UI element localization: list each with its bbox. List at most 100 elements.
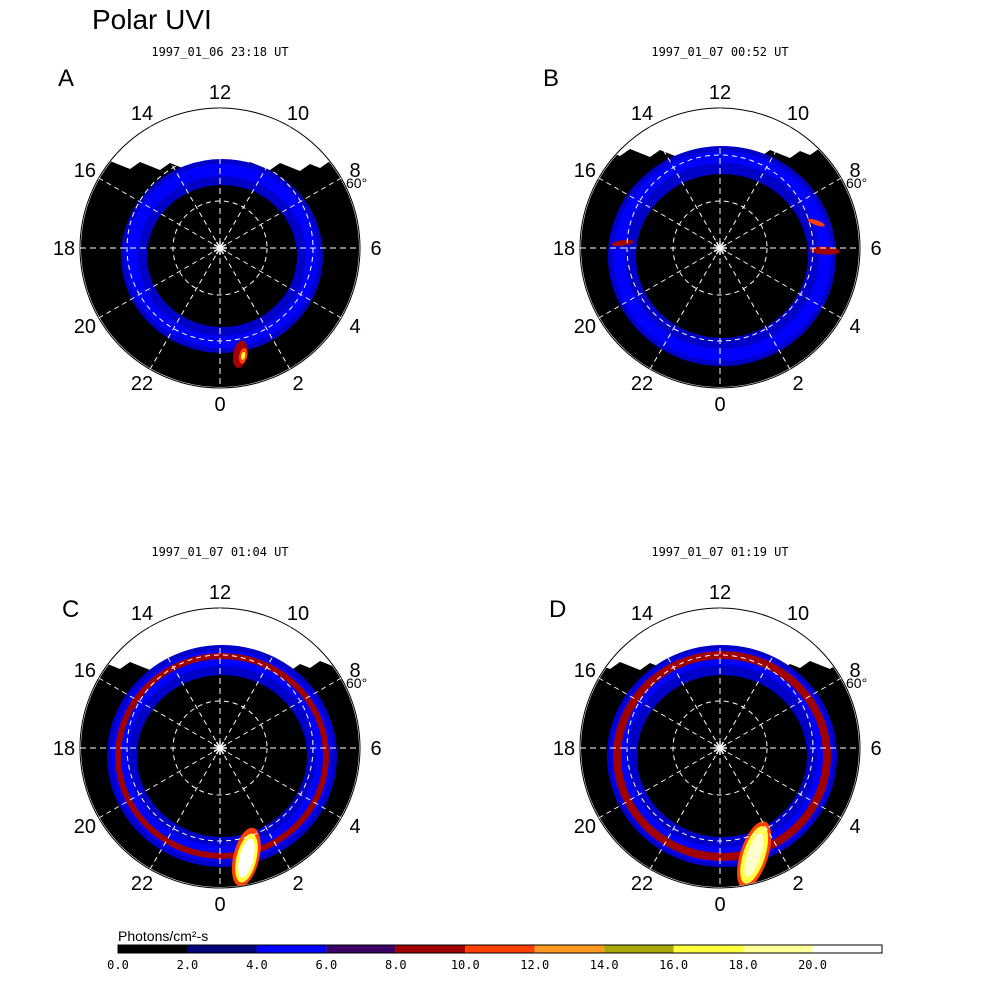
hour-label: 16 (74, 660, 96, 682)
hour-label: 18 (53, 238, 75, 260)
colorbar-frame (117, 944, 883, 954)
colorbar-segment (326, 945, 396, 953)
hour-label: 2 (292, 873, 303, 895)
hour-label: 22 (631, 373, 653, 395)
latitude-label: 60° (846, 175, 867, 191)
emission-spot (238, 838, 255, 878)
panel-letter: A (58, 65, 74, 92)
colorbar-tick: 20.0 (798, 958, 827, 972)
hour-label: 4 (850, 316, 861, 338)
hour-label: 12 (709, 582, 731, 604)
hour-label: 20 (74, 816, 96, 838)
hour-label: 6 (370, 738, 381, 760)
hour-label: 16 (74, 160, 96, 182)
image-data (81, 159, 359, 387)
pole-marker (713, 243, 727, 253)
hour-label: 22 (131, 373, 153, 395)
panel-letter: D (549, 596, 566, 623)
latitude-label: 60° (846, 675, 867, 691)
colorbar-segment (187, 945, 257, 953)
emission-spot (611, 239, 634, 247)
hour-label: 6 (870, 238, 881, 260)
colorbar-segment (743, 945, 813, 953)
colorbar-segment (465, 945, 535, 953)
hour-label: 4 (850, 816, 861, 838)
emission-spot (807, 218, 825, 227)
hour-label: 8 (350, 660, 361, 682)
panel-timestamp: 1997_01_07 01:04 UT (151, 545, 288, 559)
latitude-label: 60° (346, 675, 367, 691)
colorbar-tick: 18.0 (729, 958, 758, 972)
hour-label: 0 (714, 394, 725, 416)
hour-label: 0 (214, 394, 225, 416)
pole-marker (213, 743, 227, 753)
hour-label: 10 (287, 603, 309, 625)
hour-label: 8 (850, 660, 861, 682)
colorbar-segment (673, 945, 744, 953)
colorbar: Photons/cm²-s 0.0 2.0 4.0 6.0 8.0 10.0 12.0 14.0… (107, 928, 883, 972)
colorbar-segment (256, 945, 327, 953)
hour-label: 18 (553, 738, 575, 760)
hour-label: 4 (350, 816, 361, 838)
colorbar-tick: 16.0 (659, 958, 688, 972)
hour-label: 4 (350, 316, 361, 338)
pole-marker (713, 743, 727, 753)
latitude-label: 60° (346, 175, 367, 191)
panel-letter: B (543, 65, 559, 92)
hour-label: 16 (574, 660, 596, 682)
image-data (581, 645, 859, 887)
pole-marker (213, 243, 227, 253)
hour-label: 18 (53, 738, 75, 760)
panel-letter: C (62, 596, 79, 623)
hour-label: 16 (574, 160, 596, 182)
hour-label: 6 (370, 238, 381, 260)
colorbar-tick: 4.0 (246, 958, 268, 972)
hour-label: 10 (787, 603, 809, 625)
hour-label: 10 (787, 103, 809, 125)
figure-title: Polar UVI (92, 4, 212, 35)
hour-label: 22 (131, 873, 153, 895)
panel-timestamp: 1997_01_06 23:18 UT (151, 45, 288, 59)
colorbar-tick: 8.0 (385, 958, 407, 972)
colorbar-segment (118, 945, 188, 953)
colorbar-segment (812, 945, 882, 953)
hour-label: 20 (74, 316, 96, 338)
hour-label: 20 (574, 816, 596, 838)
hour-label: 2 (292, 373, 303, 395)
hour-label: 6 (870, 738, 881, 760)
emission-spot (809, 246, 840, 255)
auroral-oval (613, 651, 831, 861)
hour-label: 12 (709, 82, 731, 104)
colorbar-tick: 14.0 (590, 958, 619, 972)
colorbar-tick: 6.0 (316, 958, 338, 972)
colorbar-label: Photons/cm²-s (118, 928, 208, 944)
colorbar-tick: 10.0 (451, 958, 480, 972)
hour-label: 12 (209, 582, 231, 604)
colorbar-segment (604, 945, 674, 953)
hour-label: 14 (131, 603, 153, 625)
hour-label: 20 (574, 316, 596, 338)
colorbar-segment (395, 945, 466, 953)
hour-label: 22 (631, 873, 653, 895)
colorbar-tick: 2.0 (177, 958, 199, 972)
hour-label: 12 (209, 82, 231, 104)
auroral-oval (115, 653, 329, 859)
hour-label: 18 (553, 238, 575, 260)
hour-label: 8 (850, 160, 861, 182)
hour-label: 2 (792, 873, 803, 895)
hour-label: 8 (350, 160, 361, 182)
hour-label: 14 (631, 603, 653, 625)
hour-label: 0 (714, 894, 725, 916)
colorbar-tick: 12.0 (520, 958, 549, 972)
hour-label: 0 (214, 894, 225, 916)
colorbar-tick: 0.0 (107, 958, 129, 972)
hour-label: 14 (131, 103, 153, 125)
image-data (81, 645, 359, 887)
hour-label: 2 (792, 373, 803, 395)
panel-timestamp: 1997_01_07 01:19 UT (651, 545, 788, 559)
